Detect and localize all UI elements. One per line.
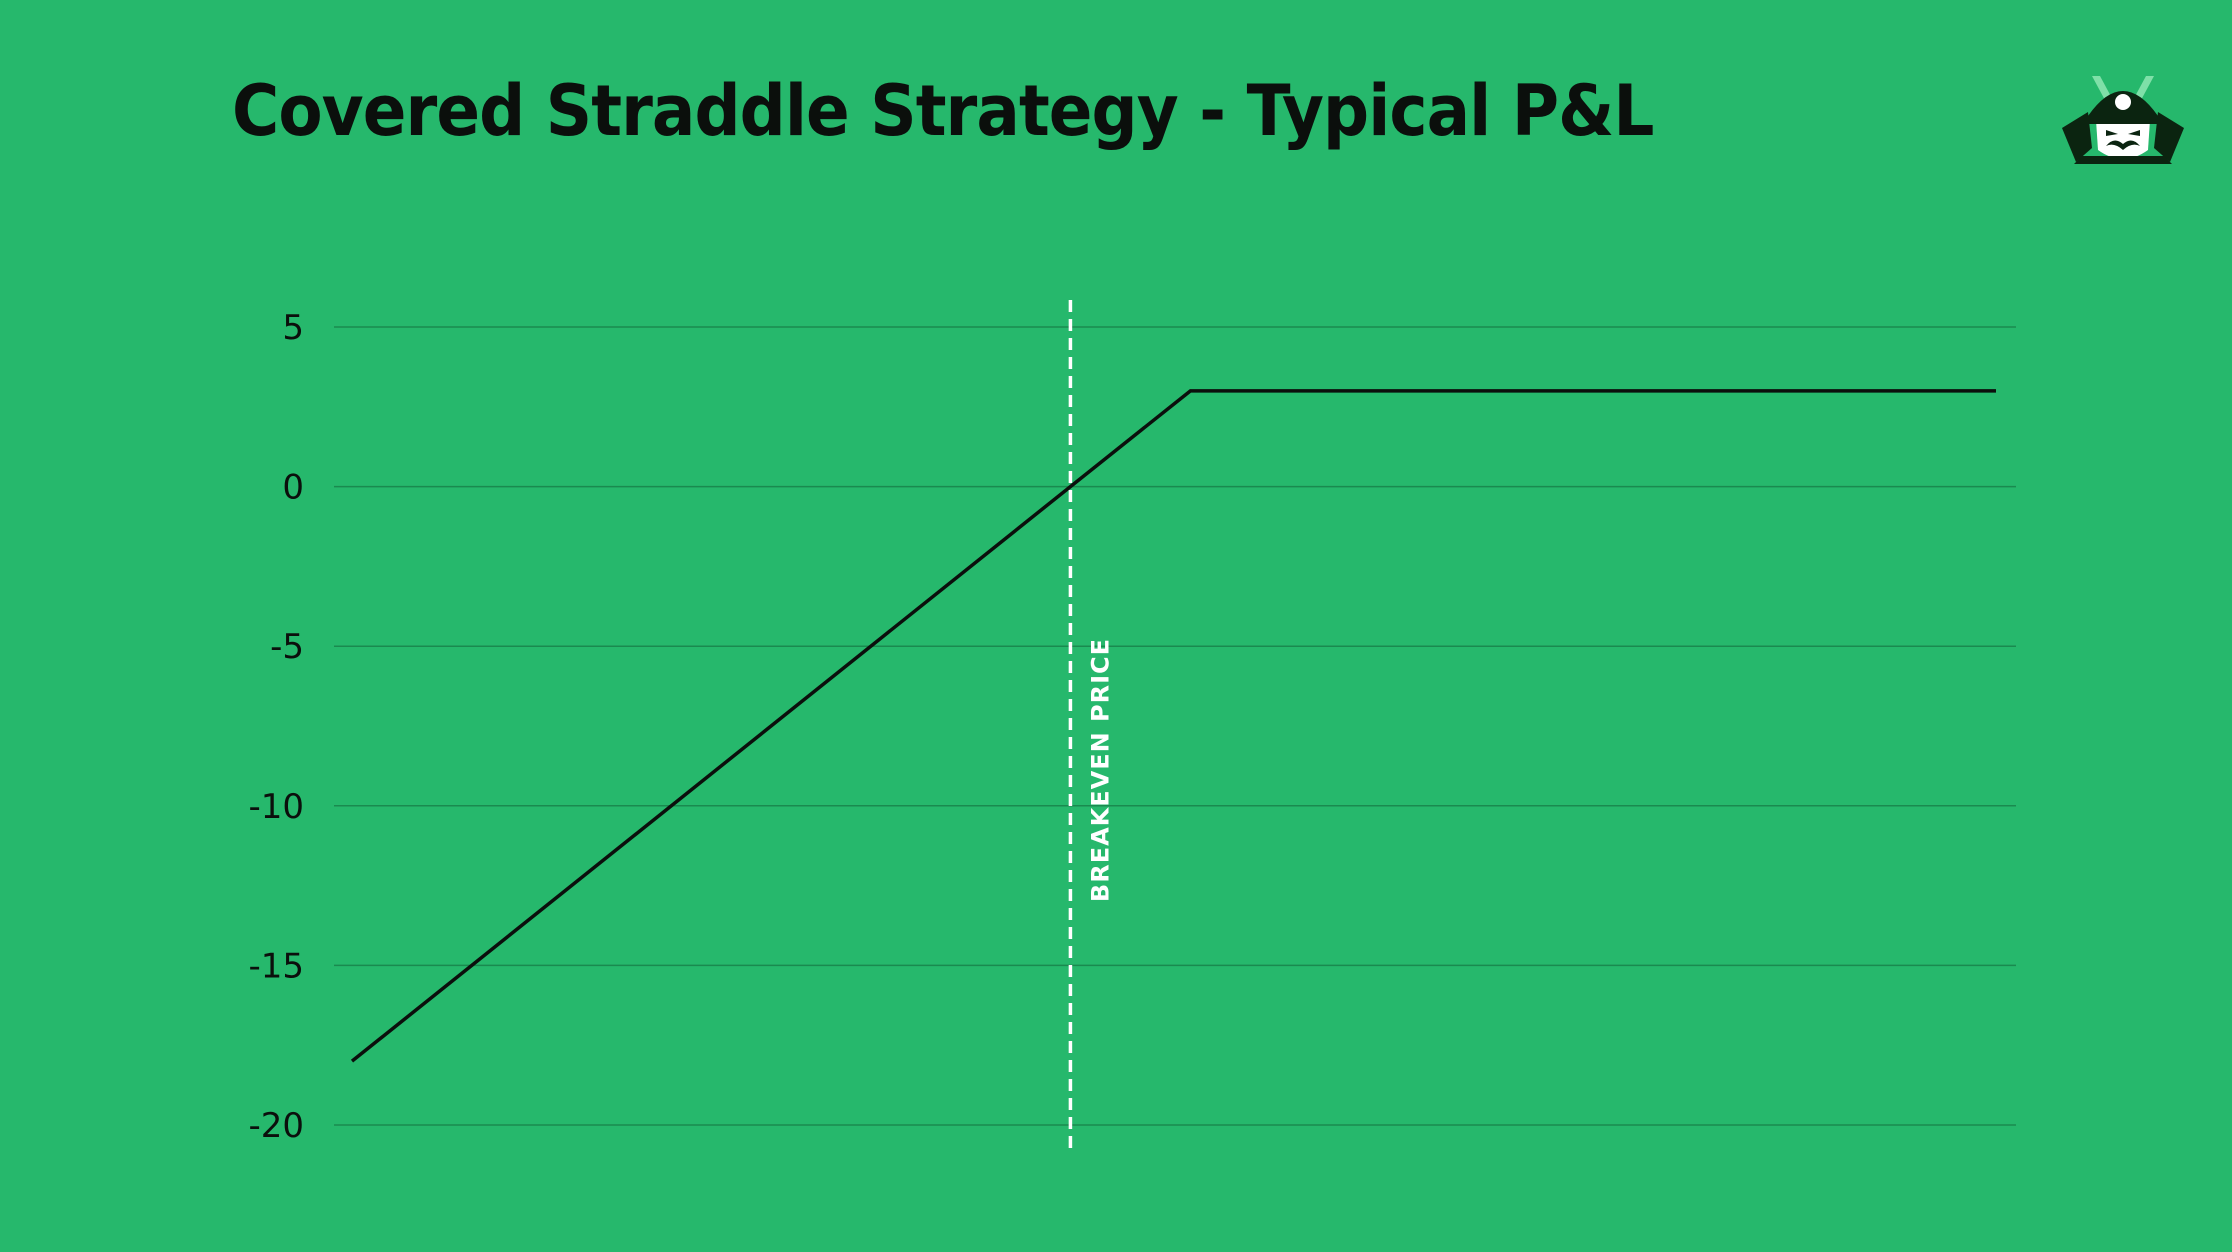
pnl-series-line [350,389,1996,1063]
annotation-layer: BREAKEVEN PRICE [1068,300,1114,1148]
y-tick-label: 0 [282,468,304,508]
y-tick-label: -20 [248,1106,304,1146]
series-layer [350,389,1996,1063]
chart-title: Covered Straddle Strategy - Typical P&L [232,70,1654,152]
y-axis-ticks: 5 0 -5 -10 -15 -20 [248,308,304,1146]
y-tick-label: -10 [248,787,304,827]
y-tick-label: -5 [270,627,304,667]
y-tick-label: 5 [282,308,304,348]
samurai-helmet-icon [2062,76,2184,164]
breakeven-label: BREAKEVEN PRICE [1086,638,1114,902]
gridlines [334,326,2016,1126]
y-tick-label: -15 [248,946,304,986]
